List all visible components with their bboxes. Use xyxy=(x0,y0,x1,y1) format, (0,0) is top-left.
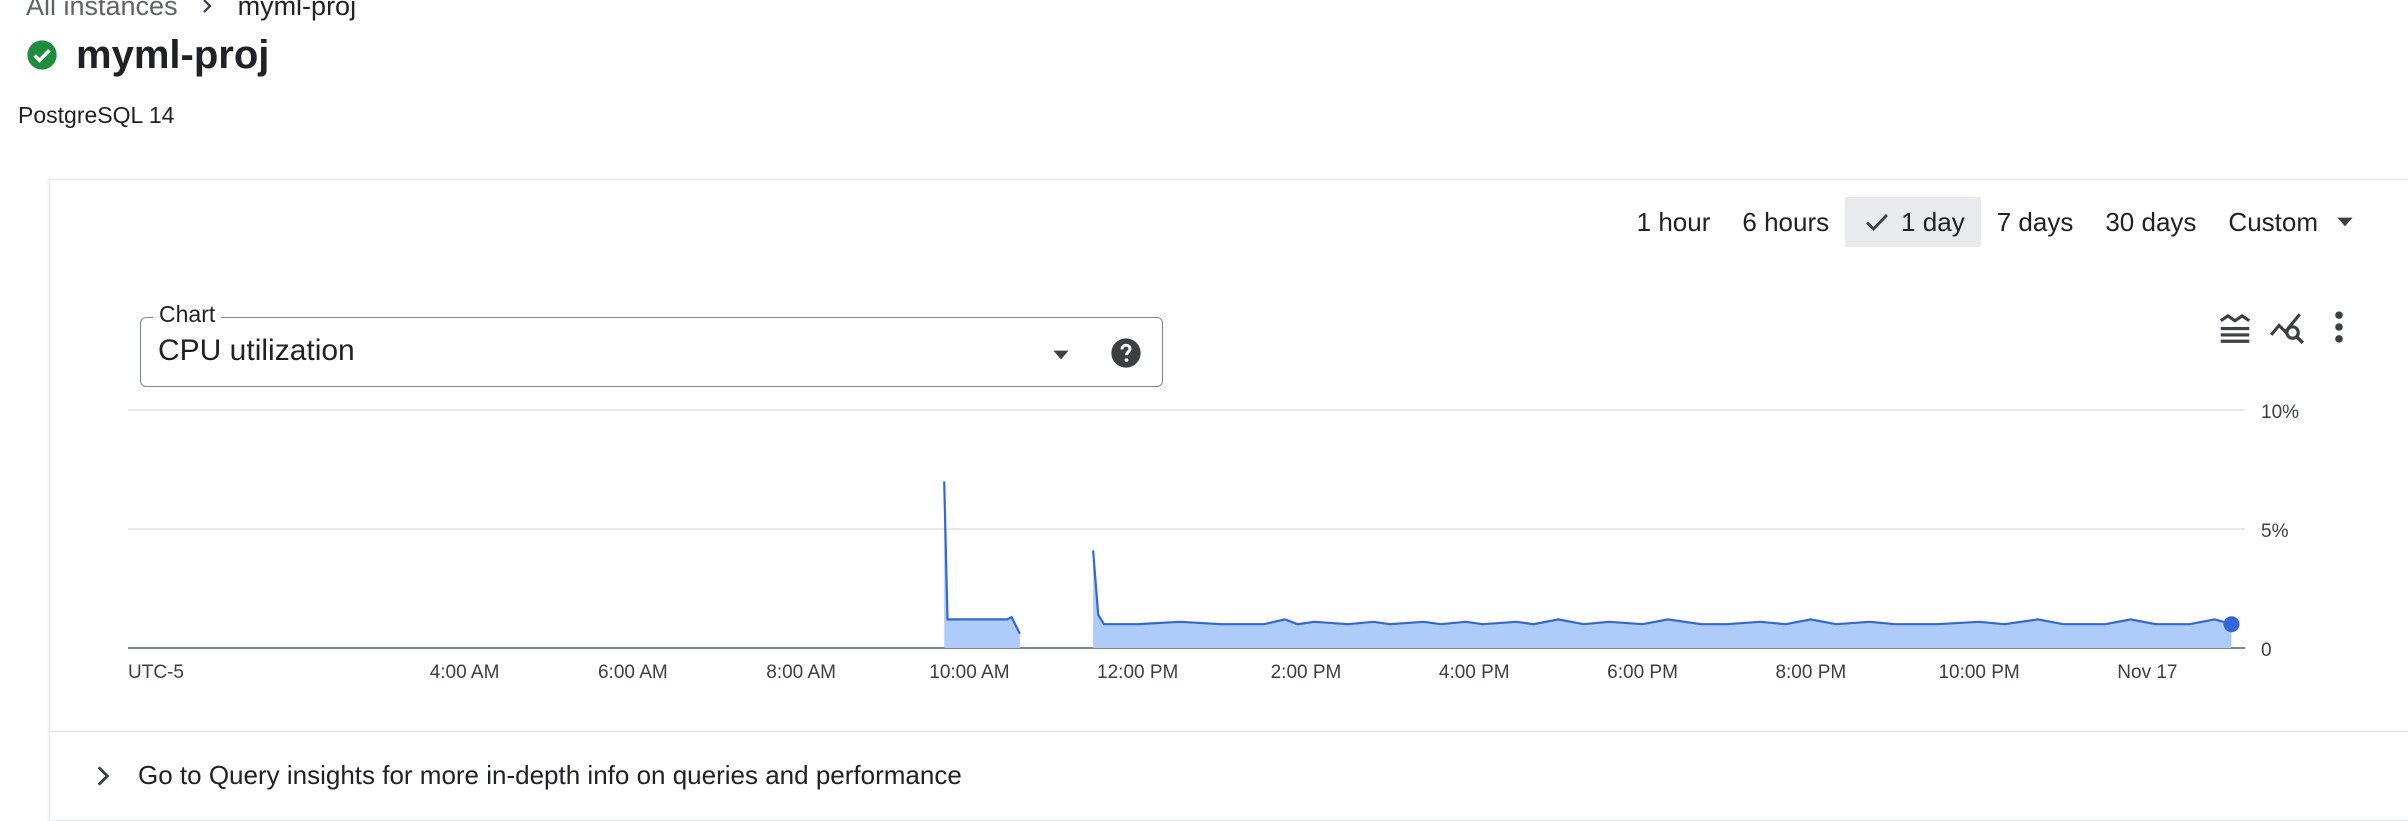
chart-select[interactable]: Chart CPU utilization xyxy=(140,301,1163,387)
range-label: 6 hours xyxy=(1742,206,1830,237)
range-label: 30 days xyxy=(2105,206,2197,237)
y-tick-label: 10% xyxy=(2261,402,2299,423)
breadcrumb: All instances myml-proj xyxy=(26,0,356,26)
divider xyxy=(50,731,2408,732)
range-30-days[interactable]: 30 days xyxy=(2089,197,2212,247)
x-tick-label: Nov 17 xyxy=(2117,662,2177,683)
check-icon xyxy=(1866,214,1889,232)
chevron-right-icon xyxy=(202,0,212,13)
x-tick-label: 10:00 PM xyxy=(1938,662,2019,683)
help-icon[interactable] xyxy=(1110,337,1142,369)
breadcrumb-all-instances[interactable]: All instances xyxy=(26,0,178,21)
query-insights-link[interactable]: Go to Query insights for more in-depth i… xyxy=(138,760,962,790)
legend-toggle-icon[interactable] xyxy=(2216,308,2254,346)
explore-chart-icon[interactable] xyxy=(2268,308,2306,346)
monitoring-card: 1 hour 6 hours 1 day 7 days 30 days Cust… xyxy=(49,179,2408,821)
x-tick-label: 6:00 AM xyxy=(598,662,668,683)
range-label: Custom xyxy=(2228,206,2318,237)
chart-select-value: CPU utilization xyxy=(158,334,355,367)
cpu-area-segment xyxy=(1093,550,2232,648)
time-range-selector: 1 hour 6 hours 1 day 7 days 30 days Cust… xyxy=(1621,197,2374,247)
range-7-days[interactable]: 7 days xyxy=(1981,197,2090,247)
cpu-utilization-chart: 0 5% 10% UTC-5 4:00 AM 6:00 AM 8:00 AM 10:00 AM… xyxy=(128,402,2299,683)
breadcrumb-current: myml-proj xyxy=(237,0,357,21)
x-tick-label: 4:00 PM xyxy=(1439,662,1510,683)
range-custom[interactable]: Custom xyxy=(2212,197,2374,247)
x-tick-label: 10:00 AM xyxy=(929,662,1009,683)
chart-select-label: Chart xyxy=(153,301,222,328)
arrow-drop-down-icon xyxy=(2337,217,2353,227)
page-title: myml-proj xyxy=(76,32,270,77)
chevron-right-icon[interactable] xyxy=(90,763,116,789)
latest-point-marker[interactable] xyxy=(2223,616,2240,633)
cpu-line-segment xyxy=(1092,550,2232,626)
range-6-hours[interactable]: 6 hours xyxy=(1726,197,1845,247)
x-tick-label: 12:00 PM xyxy=(1097,662,1178,683)
timezone-label: UTC-5 xyxy=(128,662,184,683)
x-tick-label: 4:00 AM xyxy=(430,662,500,683)
range-1-hour[interactable]: 1 hour xyxy=(1621,197,1727,247)
x-tick-label: 6:00 PM xyxy=(1607,662,1678,683)
instance-header: myml-proj xyxy=(26,30,269,80)
more-vert-icon[interactable] xyxy=(2320,308,2358,346)
cpu-line-segment xyxy=(943,481,1021,635)
range-label: 7 days xyxy=(1996,206,2074,237)
range-label: 1 day xyxy=(1901,206,1965,237)
range-label: 1 hour xyxy=(1636,206,1711,237)
y-tick-label: 0 xyxy=(2261,640,2272,661)
y-tick-label: 5% xyxy=(2261,521,2289,542)
database-version: PostgreSQL 14 xyxy=(18,102,175,128)
range-1-day[interactable]: 1 day xyxy=(1845,197,1981,247)
x-tick-label: 8:00 PM xyxy=(1775,662,1846,683)
chart-toolbar xyxy=(2216,308,2358,346)
arrow-drop-down-icon xyxy=(1053,350,1069,360)
x-tick-label: 8:00 AM xyxy=(766,662,836,683)
cpu-area-segment xyxy=(944,481,1020,648)
check-circle-icon xyxy=(27,40,57,70)
x-tick-label: 2:00 PM xyxy=(1271,662,1342,683)
